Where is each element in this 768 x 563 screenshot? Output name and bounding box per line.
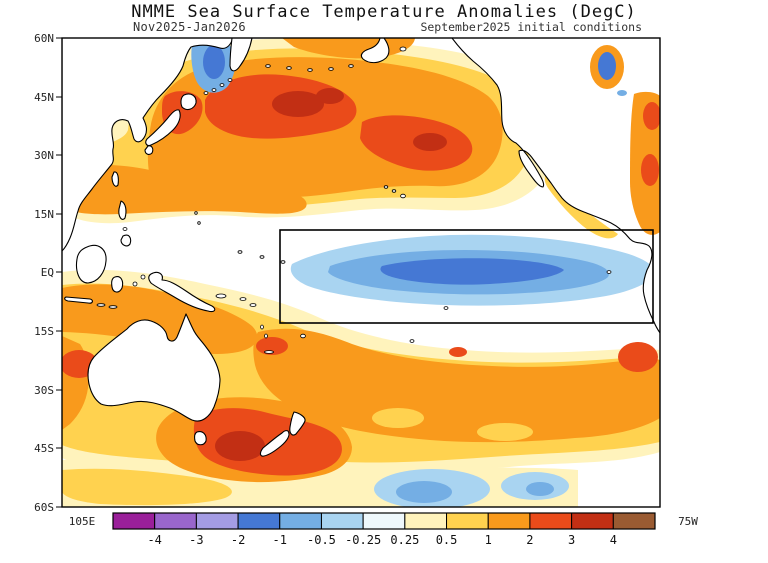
land-north-america bbox=[451, 38, 660, 334]
hot-anomaly-caribbean-edge bbox=[641, 154, 659, 186]
lon-label-105e: 105E bbox=[69, 515, 96, 528]
land-tasmania bbox=[194, 431, 207, 446]
lat-label-15s: 15S bbox=[34, 325, 54, 338]
nino-region-box bbox=[279, 229, 654, 324]
colorbar-segment bbox=[612, 512, 656, 530]
island-speck bbox=[132, 281, 138, 287]
island-speck bbox=[108, 305, 118, 309]
colorbar-segment bbox=[529, 512, 573, 530]
land-java bbox=[64, 296, 93, 304]
extreme-anomaly-nw-pacific bbox=[316, 88, 344, 104]
cold-anomaly-great-lakes bbox=[617, 90, 627, 96]
lat-label-15n: 15N bbox=[34, 208, 54, 221]
land-kyushu bbox=[144, 145, 154, 155]
colorbar-segment bbox=[404, 512, 448, 530]
colorbar-tick-label: 2 bbox=[526, 533, 533, 547]
island-speck bbox=[122, 227, 128, 231]
colorbar-tick-label: -0.25 bbox=[345, 533, 381, 547]
colorbar-tick-label: 0.25 bbox=[390, 533, 419, 547]
hot-anomaly-mid-basin bbox=[449, 347, 467, 357]
colorbar-tick-label: -2 bbox=[231, 533, 245, 547]
land-borneo bbox=[75, 244, 107, 284]
island-speck bbox=[215, 293, 227, 299]
colorbar-tick-label: 1 bbox=[485, 533, 492, 547]
land-alaska-peninsula bbox=[360, 38, 390, 64]
island-chain-aleutians bbox=[265, 46, 407, 72]
south-band-yellow-gap bbox=[372, 408, 424, 428]
land-new-guinea bbox=[148, 271, 216, 313]
colorbar-tick-label: 3 bbox=[568, 533, 575, 547]
page-title: NMME Sea Surface Temperature Anomalies (… bbox=[131, 2, 637, 22]
colorbar-segment bbox=[154, 512, 197, 530]
lat-ticks bbox=[56, 37, 62, 508]
cold-anomaly-hudson-bay bbox=[598, 52, 616, 80]
colorbar-segment bbox=[279, 512, 322, 530]
la-nina-tongue-core bbox=[380, 258, 564, 285]
subtitle-valid-period: Nov2025-Jan2026 bbox=[133, 20, 246, 34]
land-new-zealand-north bbox=[289, 411, 306, 436]
colorbar-tick-label: 0.5 bbox=[436, 533, 458, 547]
cold-anomaly-okhotsk-core bbox=[203, 45, 225, 79]
extreme-anomaly-central-pacific bbox=[413, 133, 447, 151]
land-sulawesi bbox=[111, 276, 124, 293]
island-specks-tropical-pacific bbox=[194, 211, 612, 354]
colorbar-segment bbox=[446, 512, 489, 530]
land-asia bbox=[62, 38, 234, 252]
cold-anomaly-southern-ocean-core bbox=[396, 481, 452, 503]
extreme-anomaly-tasman bbox=[215, 431, 265, 461]
map-plot-area bbox=[62, 38, 660, 507]
colorbar-segment bbox=[112, 512, 156, 530]
cold-anomaly-southern-ocean-2-core bbox=[526, 482, 554, 496]
colorbar-segment bbox=[571, 512, 614, 530]
island-chain-hawaii bbox=[383, 185, 406, 199]
land-mindanao bbox=[120, 234, 132, 247]
colorbar-tick-label: 4 bbox=[610, 533, 617, 547]
colorbar-segment bbox=[487, 512, 531, 530]
south-band-yellow-gap bbox=[477, 423, 533, 441]
land-honshu bbox=[145, 109, 181, 147]
land-kamchatka bbox=[229, 38, 253, 72]
lat-label-60s: 60S bbox=[34, 501, 54, 514]
lat-label-45s: 45S bbox=[34, 442, 54, 455]
lat-label-60n: 60N bbox=[34, 32, 54, 45]
land-australia bbox=[87, 313, 221, 422]
lat-label-30n: 30N bbox=[34, 149, 54, 162]
colorbar-legend: -4 -3 -2 -1 -0.5 -0.25 0.25 0.5 1 2 3 4 bbox=[112, 512, 656, 547]
island-speck bbox=[96, 303, 106, 307]
hot-anomaly-right-edge-south bbox=[618, 342, 658, 372]
land-taiwan bbox=[111, 171, 119, 187]
colorbar-tick-label: -0.5 bbox=[307, 533, 336, 547]
lat-label-30s: 30S bbox=[34, 384, 54, 397]
warm-anomaly-south-band bbox=[253, 328, 660, 443]
colorbar-tick-label: -1 bbox=[273, 533, 287, 547]
colorbar-border bbox=[112, 512, 656, 530]
land-new-zealand-south bbox=[259, 430, 290, 457]
colorbar-segment bbox=[195, 512, 239, 530]
lat-label-45n: 45N bbox=[34, 91, 54, 104]
colorbar-segment bbox=[237, 512, 281, 530]
colorbar-tick-label: -4 bbox=[147, 533, 161, 547]
lon-label-75w: 75W bbox=[678, 515, 698, 528]
land-hokkaido bbox=[180, 93, 197, 111]
colorbar-segment bbox=[362, 512, 406, 530]
warm-anomaly-mexico-coast bbox=[544, 172, 618, 239]
extreme-anomaly-nw-pacific bbox=[272, 91, 324, 117]
lat-label-eq: EQ bbox=[41, 266, 54, 279]
subtitle-initial-conditions: September2025 initial conditions bbox=[420, 20, 642, 34]
warm-anomaly-north-of-australia bbox=[62, 284, 258, 355]
island-chain-kurils bbox=[203, 78, 233, 95]
land-luzon bbox=[118, 200, 127, 220]
warm-anomaly-bottom-left bbox=[62, 468, 232, 506]
hot-anomaly-coral-sea bbox=[256, 337, 288, 355]
colorbar-tick-label: -3 bbox=[189, 533, 203, 547]
island-speck bbox=[140, 274, 146, 280]
colorbar-segment bbox=[320, 512, 364, 530]
hot-anomaly-atlantic-edge bbox=[643, 102, 660, 130]
